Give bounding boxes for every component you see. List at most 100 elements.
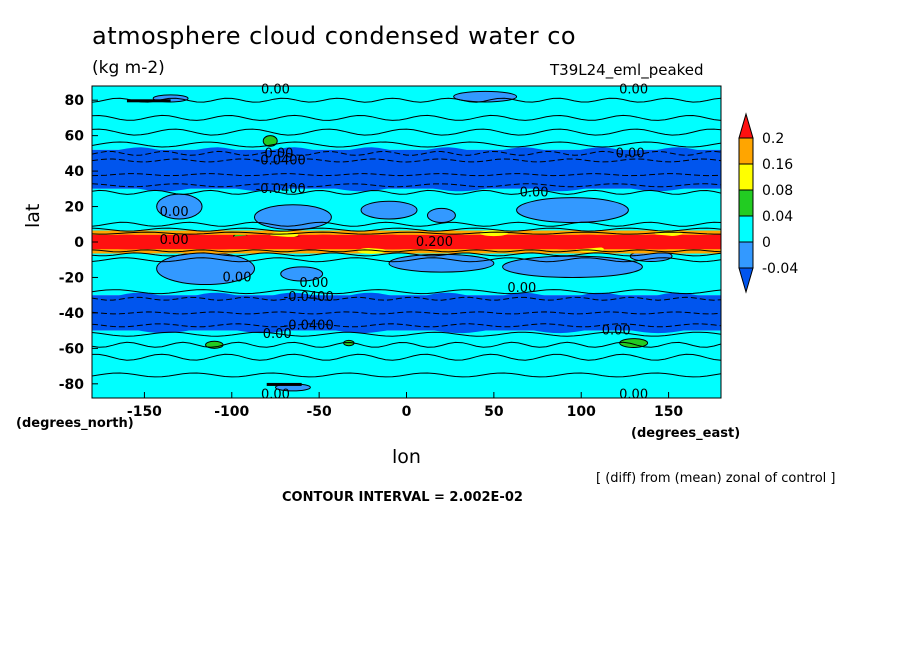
contour-line-dark-80n [126,99,171,103]
contour-line-dark-80s [266,382,302,386]
y-axis-units-note: (degrees_north) [16,416,134,431]
chart-units: (kg m-2) [92,58,165,78]
band-6 [92,330,721,398]
contour-label-1: 0.00 [619,83,648,98]
colorbar-arrow-bottom [738,267,754,294]
band-0 [92,86,721,150]
contour-line-3 [92,141,721,148]
contour-line-12 [92,249,721,253]
contour-label-3: -0.0400 [256,153,306,168]
x-tick-label-1: -100 [214,404,249,420]
contour-line-13 [92,252,721,257]
patch-green-3 [619,338,649,348]
contour-label-16: 0.00 [602,324,631,339]
y-tick-label-1: 60 [65,129,85,145]
contour-line-21 [92,353,721,361]
colorbar-label-1: 0.16 [762,157,793,173]
contour-line-1 [92,114,721,121]
contour-line-17 [92,311,721,315]
x-tick-label-0: -150 [127,404,162,420]
patch-yellow-4 [654,230,683,237]
y-tick-label-5: -20 [59,270,85,286]
colorbar-label-0: 0.2 [762,131,784,147]
x-axis-label: lon [392,446,421,468]
y-tick-label-0: 80 [65,93,85,109]
contour-interval: CONTOUR INTERVAL = 2.002E-02 [282,490,523,505]
y-tick-label-7: -60 [59,341,85,357]
contour-label-15: 0.00 [263,327,292,342]
contour-line-2 [92,128,721,136]
patch-yellow-1 [357,247,386,254]
contour-label-8: 0.00 [160,233,189,248]
run-name: T39L24_eml_peaked [550,61,704,79]
x-tick-label-2: -50 [306,404,332,420]
contour-line-16 [92,296,721,301]
y-tick-label-2: 40 [65,164,85,180]
contour-line-11 [92,231,721,235]
contour-line-6 [92,173,721,177]
contour-line-19 [92,331,721,337]
colorbar-segment-5 [738,241,754,269]
band-north-negative-wavy [92,147,721,192]
patch-yellow-2 [479,230,508,237]
contour-line-20 [92,341,721,348]
contour-line-15 [92,289,721,295]
contour-line-7 [92,183,721,188]
x-tick-label-4: 50 [484,404,504,420]
colorbar-label-4: 0 [762,235,771,251]
patch-negative-2 [360,200,418,220]
y-tick-label-6: -40 [59,306,85,322]
colorbar-label-2: 0.08 [762,183,793,199]
chart-title: atmosphere cloud condensed water co [92,22,577,50]
patch-negative-3 [516,197,629,224]
colorbar-segment-1 [738,137,754,165]
y-tick-label-8: -80 [59,377,85,393]
colorbar-label-5: -0.04 [762,261,798,277]
colorbar-arrow-top [738,112,754,139]
y-tick-label-4: 0 [74,235,84,251]
contour-line-14 [92,257,721,263]
contour-line-0 [92,97,721,103]
colorbar-segment-2 [738,163,754,191]
diff-note: [ (diff) from (mean) zonal of control ] [596,471,836,486]
contour-line-18 [92,323,721,328]
x-axis-units-note: (degrees_east) [631,426,741,441]
y-tick-label-3: 20 [65,200,85,216]
contour-label-11: 0.00 [299,276,328,291]
colorbar-label-3: 0.04 [762,209,793,225]
axes: -150 -100 -50 0 50 100 150 80 60 40 20 0 -20 -40 -60 -8… [59,93,684,420]
contour-lines [92,97,721,386]
patch-negative-11 [453,90,518,103]
patch-negative-7 [388,253,495,273]
contour-line-9 [92,221,721,227]
patch-negative-4 [426,207,456,223]
contour-label-9: 0.200 [416,235,453,250]
colorbar-segment-4 [738,215,754,243]
contour-line-10 [92,227,721,232]
contour-label-6: 0.00 [520,185,549,200]
contour-label-18: 0.00 [619,387,648,402]
contour-label-10: 0.00 [223,270,252,285]
patch-negative-6 [280,266,324,282]
contour-label-2: 0.00 [264,146,293,161]
contour-label-13: 0.00 [507,281,536,296]
contour-line-4 [92,150,721,156]
contour-label-5: -0.0400 [256,182,306,197]
contour-labels: 0.00 0.000.00-0.0400 0.00-0.0400 0.000.000.… [160,83,648,403]
x-tick-label-5: 100 [567,404,596,420]
colorbar: 0.2 0.16 0.08 0.04 0 -0.04 [738,112,798,294]
contour-label-14: -0.0400 [284,318,334,333]
contour-label-17: 0.00 [261,387,290,402]
x-tick-label-3: 0 [402,404,412,420]
band-south-negative-wavy [92,292,721,334]
contour-line-8 [92,189,721,195]
contour-line-5 [92,158,721,163]
equator-red-core [92,234,721,250]
colorbar-segment-3 [738,189,754,217]
contour-label-0: 0.00 [261,83,290,98]
x-tick-label-6: 150 [654,404,683,420]
contour-line-22 [92,372,721,378]
contour-label-12: -0.0400 [284,290,334,305]
contour-label-4: 0.00 [616,146,645,161]
